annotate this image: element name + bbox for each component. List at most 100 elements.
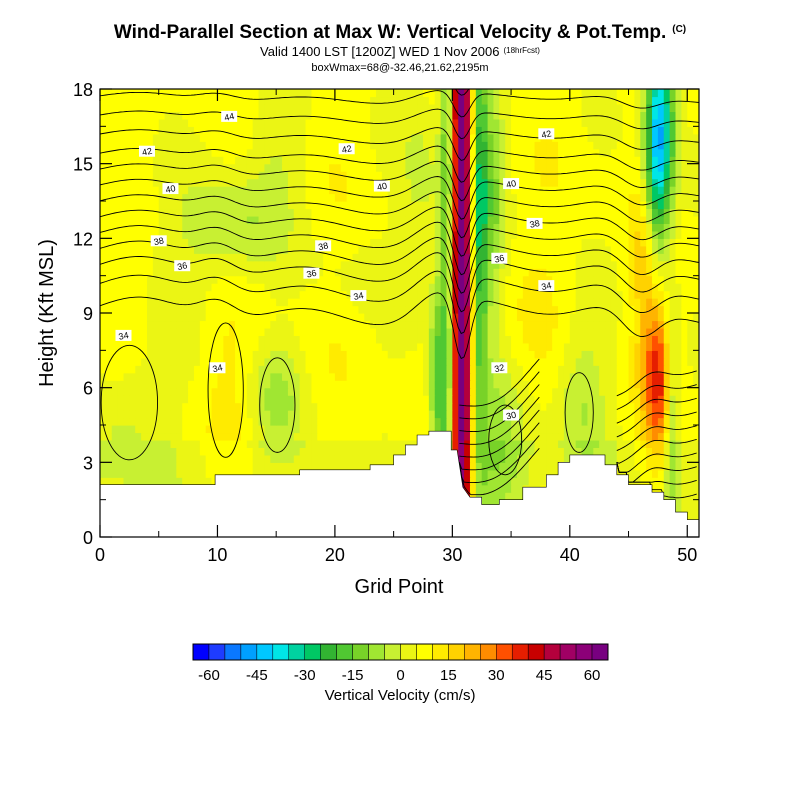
w-cell [581,223,589,232]
w-cell [552,230,559,239]
w-cell [628,469,635,478]
w-cell [240,245,248,254]
w-cell [528,171,536,180]
w-cell [223,462,230,471]
w-cell [135,372,142,381]
w-cell [493,410,500,419]
w-cell [293,402,301,411]
w-cell [669,380,677,389]
w-cell [164,208,172,217]
w-cell [358,357,365,366]
w-cell [346,402,354,411]
w-cell [511,454,518,463]
w-cell [334,425,342,434]
w-cell [434,245,442,254]
w-cell [381,283,389,292]
w-cell [117,313,125,322]
w-cell [141,357,148,366]
w-cell [276,290,283,299]
w-cell [499,395,506,404]
w-cell [205,215,213,224]
w-cell [440,357,448,366]
w-cell [258,462,266,471]
w-cell [287,432,295,441]
w-cell [135,290,142,299]
w-cell [100,201,107,210]
w-cell [511,484,518,493]
w-cell [135,477,142,486]
w-cell [299,298,307,307]
w-cell [141,469,148,478]
w-cell [534,439,542,448]
w-cell [323,320,330,329]
w-cell [305,462,313,471]
w-cell [205,230,213,239]
w-cell [323,462,330,471]
w-cell [434,178,442,187]
w-cell [575,439,583,448]
w-cell [188,454,195,463]
w-cell [575,298,583,307]
w-cell [182,477,189,486]
w-cell [229,410,236,419]
w-cell [681,477,688,486]
w-cell [475,425,483,434]
w-cell [522,283,530,292]
w-cell [346,186,354,195]
w-cell [100,253,107,262]
w-cell [217,350,224,359]
w-cell [493,425,500,434]
w-cell [399,395,406,404]
w-cell [616,313,624,322]
w-cell [411,342,418,351]
w-cell [546,193,553,202]
w-cell [164,305,172,314]
w-cell [217,245,224,254]
w-cell [640,417,647,426]
w-cell [634,208,641,217]
w-cell [129,178,136,187]
w-cell [334,439,342,448]
w-cell [123,178,130,187]
w-cell [575,432,583,441]
w-cell [511,253,518,262]
w-cell [105,327,113,336]
w-cell [663,432,671,441]
w-cell [657,283,665,292]
w-cell [534,305,542,314]
w-cell [628,320,635,329]
forecast-hour-text: (18hrFcst) [503,46,540,55]
w-cell [616,230,624,239]
w-cell [687,335,694,344]
w-cell [593,439,600,448]
w-cell [188,477,195,486]
w-cell [370,275,377,284]
w-cell [610,327,618,336]
w-cell [464,447,471,456]
w-cell [293,387,301,396]
w-cell [270,395,277,404]
w-cell [329,245,336,254]
w-cell [176,208,183,217]
w-cell [293,320,301,329]
w-cell [446,410,453,419]
w-cell [276,417,283,426]
w-cell [605,320,612,329]
w-cell [205,275,213,284]
w-cell [211,238,219,247]
w-cell [593,327,600,336]
w-cell [440,193,448,202]
w-cell [558,305,565,314]
w-cell [158,305,166,314]
w-cell [317,171,324,180]
w-cell [146,230,154,239]
w-cell [499,477,506,486]
w-cell [422,402,430,411]
w-cell [229,313,236,322]
w-cell [305,298,313,307]
w-cell [117,380,125,389]
w-cell [534,365,542,374]
w-cell [223,290,230,299]
w-cell [628,245,635,254]
w-cell [317,223,324,232]
